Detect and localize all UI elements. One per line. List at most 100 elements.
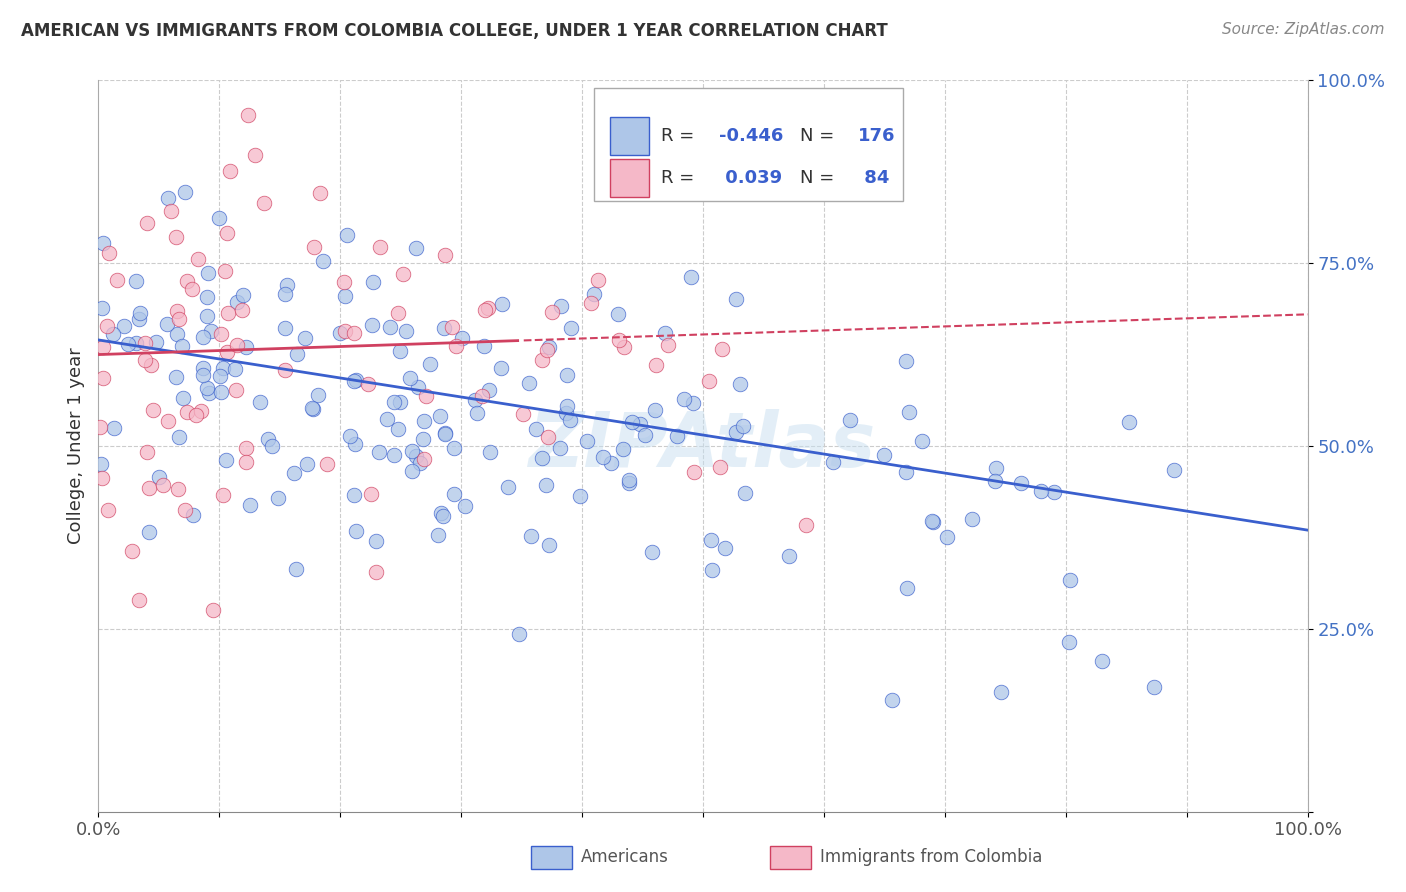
Point (217, 306, 239, 320)
Point (156, 317, 179, 331)
Point (97, 502, 120, 516)
Point (231, 302, 253, 317)
Text: ZIPAtlas: ZIPAtlas (529, 409, 877, 483)
Point (697, 374, 720, 388)
Point (267, 491, 290, 505)
Point (225, 383, 247, 397)
Point (174, 503, 197, 517)
Point (1118, 415, 1140, 429)
Point (450, 331, 472, 345)
Point (415, 389, 437, 403)
Point (1091, 654, 1114, 668)
Point (344, 373, 367, 387)
Point (209, 327, 232, 342)
Point (274, 321, 297, 335)
Point (536, 343, 558, 357)
Point (142, 402, 165, 417)
Text: 0.039: 0.039 (718, 169, 782, 187)
Point (443, 487, 465, 501)
Point (112, 318, 135, 333)
Point (239, 498, 262, 512)
Point (555, 368, 578, 382)
Point (432, 508, 454, 523)
Point (401, 444, 423, 458)
Point (156, 414, 179, 428)
Point (477, 301, 499, 315)
Point (873, 448, 896, 462)
Point (702, 563, 724, 577)
Point (301, 401, 323, 416)
Point (295, 457, 318, 471)
Point (433, 320, 456, 334)
Point (236, 108, 259, 122)
Point (135, 445, 157, 459)
Point (344, 524, 367, 539)
Point (235, 340, 257, 354)
Point (579, 296, 602, 310)
Point (193, 360, 215, 375)
Point (714, 541, 737, 556)
Point (312, 253, 335, 268)
Text: Immigrants from Colombia: Immigrants from Colombia (820, 848, 1042, 866)
Point (427, 528, 450, 542)
Point (274, 286, 297, 301)
Point (201, 603, 224, 617)
Point (276, 277, 298, 292)
Point (641, 545, 664, 559)
Point (555, 400, 578, 414)
Point (433, 248, 456, 262)
Point (285, 562, 308, 576)
Point (560, 321, 582, 335)
Point (89, 420, 111, 434)
Point (644, 403, 666, 417)
Point (554, 406, 576, 420)
Text: AMERICAN VS IMMIGRANTS FROM COLOMBIA COLLEGE, UNDER 1 YEAR CORRELATION CHART: AMERICAN VS IMMIGRANTS FROM COLOMBIA COL… (21, 22, 887, 40)
Point (382, 394, 405, 409)
Point (538, 538, 561, 552)
FancyBboxPatch shape (595, 87, 903, 201)
Point (121, 544, 143, 558)
Point (181, 508, 204, 523)
Point (91, 370, 114, 384)
Point (911, 434, 934, 449)
Point (91, 340, 114, 354)
Point (733, 419, 755, 434)
Point (408, 380, 430, 394)
Point (654, 326, 676, 341)
Point (433, 427, 456, 442)
Point (839, 413, 862, 427)
Point (103, 421, 125, 435)
Point (128, 593, 150, 607)
Point (962, 512, 984, 526)
Point (617, 476, 640, 491)
Point (224, 362, 246, 376)
Point (682, 465, 704, 479)
Point (537, 430, 560, 444)
Point (794, 518, 817, 533)
Point (388, 395, 411, 409)
Point (600, 456, 623, 470)
Point (489, 361, 512, 376)
Point (343, 326, 366, 341)
Point (249, 395, 271, 409)
Point (412, 432, 434, 446)
Point (172, 391, 194, 405)
Point (167, 482, 190, 496)
Point (170, 338, 193, 352)
Point (357, 377, 380, 392)
Y-axis label: College, Under 1 year: College, Under 1 year (66, 348, 84, 544)
Text: N =: N = (800, 127, 839, 145)
Point (443, 442, 465, 456)
Point (582, 286, 605, 301)
Point (148, 470, 170, 484)
Point (332, 275, 354, 289)
Point (491, 297, 513, 311)
Text: R =: R = (661, 169, 700, 187)
Point (190, 404, 212, 418)
Point (922, 515, 945, 529)
Point (709, 460, 731, 475)
Point (983, 475, 1005, 489)
Point (896, 581, 918, 595)
Point (235, 442, 257, 456)
Point (540, 305, 562, 319)
